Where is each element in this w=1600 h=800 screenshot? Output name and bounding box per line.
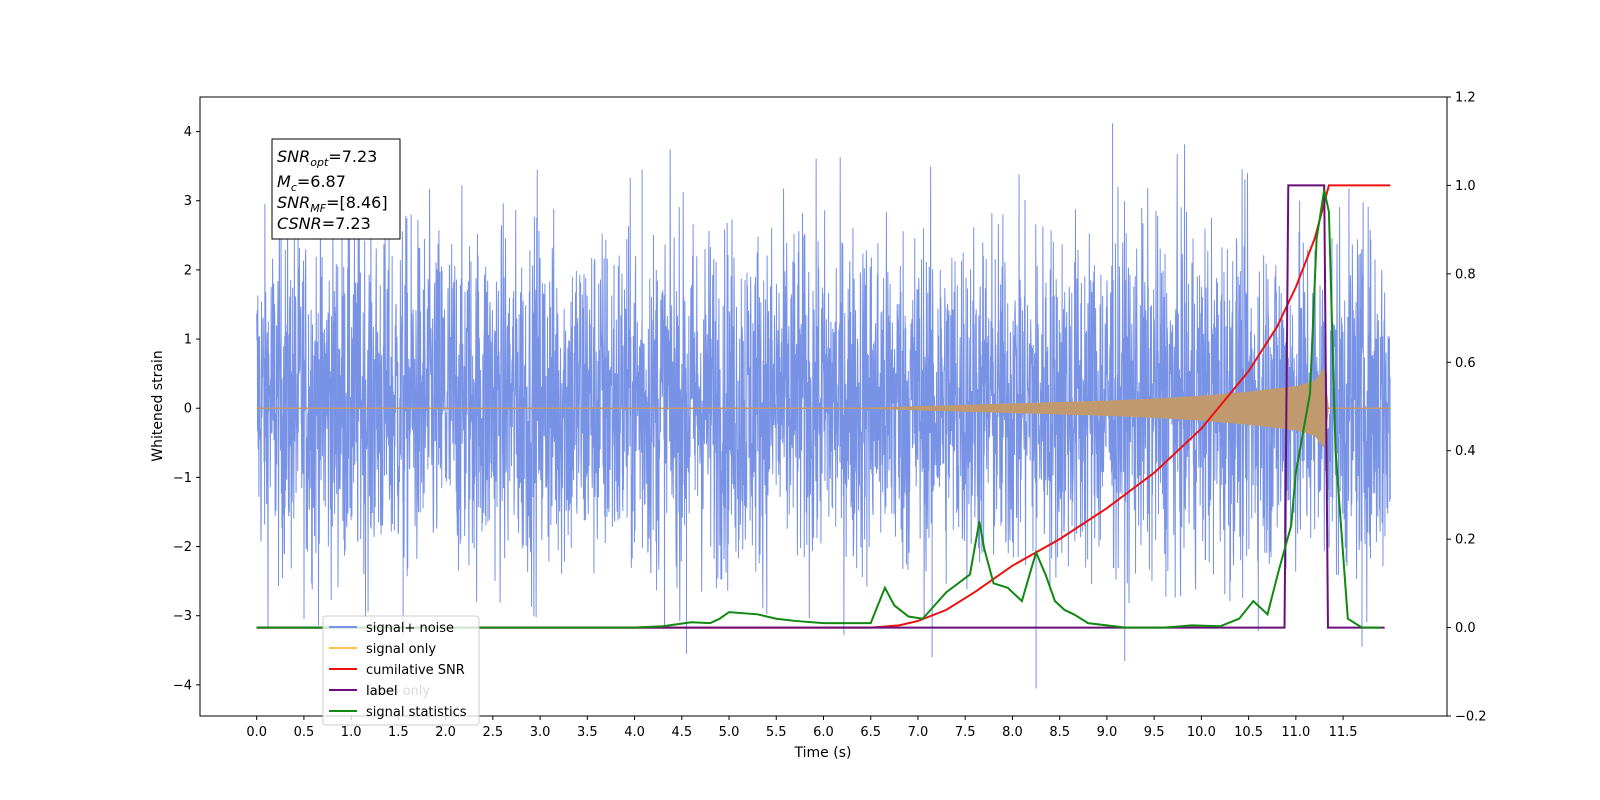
y-tick-label: −1: [173, 471, 192, 486]
x-tick-label: 1.0: [341, 725, 362, 740]
legend-hidden-entry: label only: [367, 684, 430, 699]
x-tick-label: 2.0: [435, 725, 456, 740]
x-axis-label: Time (s): [794, 745, 852, 761]
x-tick-label: 8.0: [1002, 725, 1023, 740]
legend-label-signal-statistics: signal statistics: [366, 705, 467, 720]
y-axis-left: 4 3 2 1 0 −1 −2 −3 −4: [173, 125, 200, 693]
plot-area: [256, 123, 1391, 689]
x-tick-label: 9.5: [1144, 725, 1165, 740]
y2-tick-label: 0.6: [1455, 356, 1476, 371]
y2-tick-label: −0.2: [1455, 710, 1487, 725]
x-tick-label: 5.0: [719, 725, 740, 740]
x-tick-label: 4.5: [671, 725, 692, 740]
snr-mf-annotation: SNRMF=[8.46]: [277, 193, 388, 215]
csnr-annotation: CSNR=7.23: [277, 214, 371, 233]
y-tick-label: −3: [173, 609, 192, 624]
chirp-mass-annotation: Mc=6.87: [277, 172, 346, 194]
legend: label only signal+ noise signal only cum…: [322, 615, 480, 726]
x-tick-label: 2.5: [483, 725, 504, 740]
y-tick-label: −2: [173, 540, 192, 555]
snr-opt-annotation: SNRopt=7.23: [277, 147, 377, 169]
y-tick-label: 4: [184, 125, 192, 140]
y-axis-right: 1.2 1.0 0.8 0.6 0.4 0.2 0.0 −0.2: [1447, 91, 1487, 725]
x-axis: 0.0 0.5 1.0 1.5 2.0 2.5 3.0 3.5 4.0 4.5 5.0 5.5 6.0 6…: [246, 716, 1358, 740]
x-tick-label: 6.0: [813, 725, 834, 740]
y-tick-label: −4: [173, 678, 192, 693]
y2-tick-label: 1.0: [1455, 179, 1476, 194]
signal-statistics-line: [256, 189, 1381, 629]
x-tick-label: 9.0: [1097, 725, 1118, 740]
y-axis-label: Whitened strain: [150, 350, 166, 461]
x-tick-label: 11.5: [1329, 725, 1358, 740]
x-tick-label: 10.5: [1234, 725, 1263, 740]
legend-label-signal-noise: signal+ noise: [366, 621, 454, 636]
x-tick-label: 1.5: [388, 725, 409, 740]
y2-tick-label: 0.2: [1455, 533, 1476, 548]
x-tick-label: 4.0: [624, 725, 645, 740]
cumulative-snr-line: [256, 184, 1391, 629]
x-tick-label: 7.0: [908, 725, 929, 740]
x-tick-label: 3.5: [577, 725, 598, 740]
y-tick-label: 2: [184, 263, 192, 278]
annotation-box: SNRopt=7.23 Mc=6.87 SNRMF=[8.46] CSNR=7.…: [271, 138, 401, 240]
x-tick-label: 10.0: [1187, 725, 1216, 740]
legend-label-cumulative-snr: cumilative SNR: [366, 663, 465, 678]
x-tick-label: 11.0: [1281, 725, 1310, 740]
legend-label-label: label: [366, 684, 397, 699]
label-line: [256, 184, 1385, 629]
y-tick-label: 0: [184, 402, 192, 417]
x-tick-label: 5.5: [766, 725, 787, 740]
x-tick-label: 0.5: [294, 725, 315, 740]
x-tick-label: 8.5: [1049, 725, 1070, 740]
x-tick-label: 6.5: [860, 725, 881, 740]
y2-tick-label: 0.8: [1455, 267, 1476, 282]
y2-tick-label: 0.0: [1455, 621, 1476, 636]
signal-noise-trace: [256, 123, 1391, 689]
y-tick-label: 1: [184, 333, 192, 348]
y2-tick-label: 1.2: [1455, 91, 1476, 106]
y-tick-label: 3: [184, 194, 192, 209]
legend-label-signal-only: signal only: [366, 642, 436, 657]
y2-tick-label: 0.4: [1455, 444, 1476, 459]
x-tick-label: 3.0: [530, 725, 551, 740]
x-tick-label: 7.5: [955, 725, 976, 740]
x-tick-label: 0.0: [246, 725, 267, 740]
